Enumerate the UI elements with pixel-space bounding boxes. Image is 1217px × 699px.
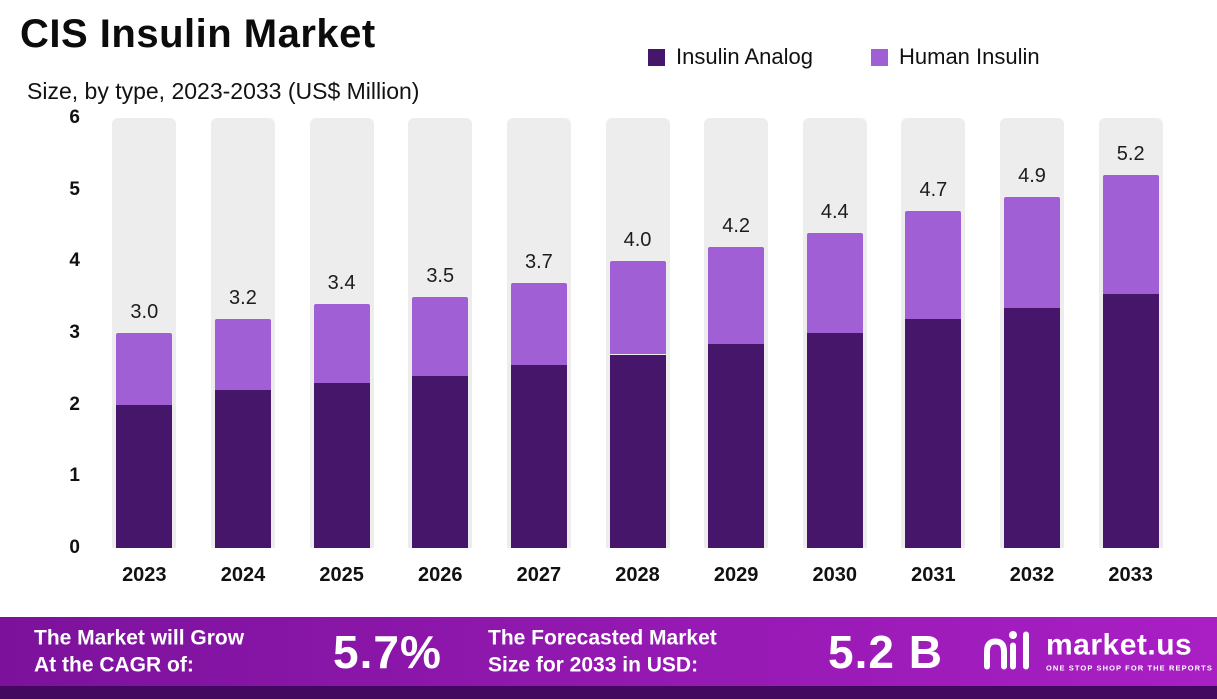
chart-subtitle: Size, by type, 2023-2033 (US$ Million) bbox=[27, 78, 420, 104]
footer-forecast-value: 5.2 B bbox=[828, 625, 943, 678]
x-axis-year-label: 2024 bbox=[220, 564, 266, 586]
bar-segment-insulin-analog bbox=[806, 333, 863, 548]
x-axis-year-label: 2027 bbox=[516, 564, 562, 586]
footer-forecast-caption-line2: Size for 2033 in USD: bbox=[488, 653, 699, 677]
bar-segment-insulin-analog bbox=[116, 404, 173, 548]
plot-area: 0 1 2 3 4 5 6 3.0 2023 3.2 2024 3.4 2025 3.5 2026 3.7 20… bbox=[69, 107, 1163, 586]
bar-segment-human-insulin bbox=[609, 261, 666, 355]
footer-forecast-caption-line1: The Forecasted Market bbox=[488, 626, 717, 650]
legend-label: Human Insulin bbox=[899, 44, 1040, 69]
bar-value-label: 5.2 bbox=[1116, 143, 1145, 166]
y-axis-tick-label: 1 bbox=[69, 465, 80, 487]
x-axis-year-label: 2028 bbox=[615, 564, 660, 586]
bar-segment-insulin-analog bbox=[214, 390, 271, 548]
bar-segment-insulin-analog bbox=[905, 318, 962, 548]
bar-value-label: 4.9 bbox=[1018, 164, 1046, 187]
bar-segment-human-insulin bbox=[1102, 175, 1159, 294]
bar-value-label: 3.2 bbox=[229, 286, 257, 309]
x-axis-year-label: 2025 bbox=[319, 564, 364, 586]
x-axis-year-label: 2030 bbox=[812, 564, 858, 586]
bar-segment-insulin-analog bbox=[708, 343, 765, 548]
y-axis-tick-label: 5 bbox=[69, 178, 80, 200]
y-axis-tick-label: 2 bbox=[69, 393, 80, 415]
x-axis-year-label: 2031 bbox=[911, 564, 956, 586]
legend-swatch bbox=[648, 48, 665, 66]
x-axis-year-label: 2023 bbox=[122, 564, 167, 586]
x-axis-year-label: 2033 bbox=[1108, 564, 1153, 586]
bar-value-label: 4.4 bbox=[820, 200, 849, 223]
y-axis-tick-label: 6 bbox=[69, 107, 80, 128]
legend-item-human-insulin: Human Insulin bbox=[871, 44, 1040, 70]
bar-segment-insulin-analog bbox=[313, 383, 370, 548]
brand-logo: market.us ONE STOP SHOP FOR THE REPORTS bbox=[982, 628, 1213, 675]
bar-segment-human-insulin bbox=[116, 333, 173, 405]
bar-segment-insulin-analog bbox=[1004, 307, 1061, 548]
bar-value-label: 4.2 bbox=[722, 215, 751, 237]
page-title: CIS Insulin Market bbox=[20, 12, 376, 56]
marketus-logo-icon bbox=[982, 628, 1036, 675]
x-axis-year-label: 2032 bbox=[1009, 564, 1055, 586]
brand-tagline: ONE STOP SHOP FOR THE REPORTS bbox=[1046, 663, 1213, 673]
footer-forecast-caption: The Forecasted Market Size for 2033 in U… bbox=[488, 624, 717, 679]
brand-name: market.us bbox=[1046, 628, 1193, 662]
y-axis-tick-label: 3 bbox=[69, 322, 80, 343]
bar-segment-insulin-analog bbox=[1102, 293, 1159, 548]
footer-cagr-caption: The Market will Grow At the CAGR of: bbox=[34, 624, 244, 679]
bar-segment-insulin-analog bbox=[609, 354, 666, 548]
bar-value-label: 4.7 bbox=[919, 179, 948, 202]
bar-segment-human-insulin bbox=[510, 282, 567, 366]
bar-value-label: 3.0 bbox=[130, 301, 159, 323]
x-axis-year-label: 2026 bbox=[417, 564, 463, 586]
footer-strip bbox=[0, 686, 1217, 699]
legend-label: Insulin Analog bbox=[676, 44, 813, 69]
bar-segment-human-insulin bbox=[708, 247, 765, 344]
footer-cagr-value: 5.7% bbox=[333, 625, 442, 678]
y-axis-tick-label: 0 bbox=[69, 537, 80, 558]
x-axis-year-label: 2029 bbox=[713, 564, 759, 586]
bar-segment-human-insulin bbox=[905, 211, 962, 319]
bar-segment-human-insulin bbox=[1004, 196, 1061, 308]
footer-cagr-caption-line1: The Market will Grow bbox=[34, 626, 245, 650]
footer-banner: The Market will Grow At the CAGR of: 5.7… bbox=[0, 617, 1217, 686]
footer-cagr-caption-line2: At the CAGR of: bbox=[34, 653, 194, 677]
legend: Insulin Analog Human Insulin bbox=[648, 44, 1040, 70]
bar-segment-human-insulin bbox=[214, 318, 271, 391]
bar-value-label: 3.4 bbox=[327, 272, 356, 295]
bar-value-label: 3.5 bbox=[426, 265, 455, 288]
bar-value-label: 3.7 bbox=[524, 250, 553, 273]
legend-swatch bbox=[871, 48, 888, 66]
bar-value-label: 4.0 bbox=[623, 229, 652, 252]
y-axis-tick-label: 4 bbox=[69, 250, 80, 272]
bar-segment-human-insulin bbox=[806, 232, 863, 333]
bar-segment-insulin-analog bbox=[412, 376, 469, 548]
legend-item-insulin-analog: Insulin Analog bbox=[648, 44, 813, 70]
brand-text: market.us ONE STOP SHOP FOR THE REPORTS bbox=[1046, 628, 1213, 673]
bar-segment-human-insulin bbox=[412, 297, 469, 376]
bar-segment-human-insulin bbox=[313, 304, 370, 384]
bar-segment-insulin-analog bbox=[510, 365, 567, 548]
